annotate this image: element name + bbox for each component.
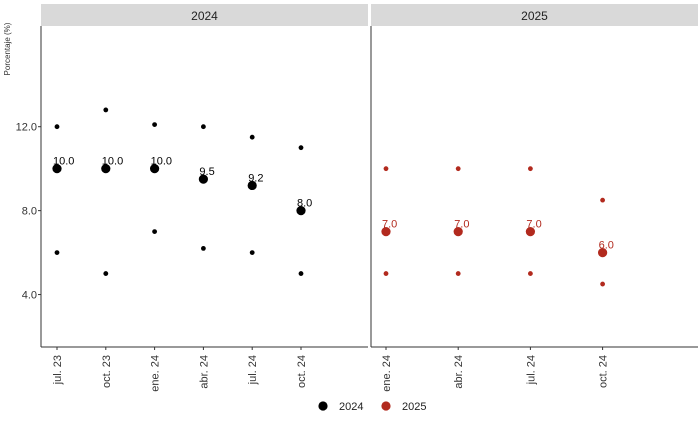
low-point: [383, 271, 389, 276]
low-point: [528, 271, 533, 276]
x-tick-label: oct. 23: [101, 355, 113, 388]
high-point: [298, 145, 304, 151]
data-label: 9.2: [248, 172, 263, 184]
data-label: 10.0: [151, 156, 172, 168]
data-label: 8.0: [297, 198, 312, 210]
low-point: [600, 281, 605, 287]
data-label: 7.0: [382, 219, 397, 231]
median-point: [247, 180, 257, 191]
median-point: [598, 247, 608, 258]
median-point: [453, 227, 463, 237]
legend-marker: [318, 401, 328, 411]
high-point: [528, 166, 533, 172]
y-tick-label: 4.0: [22, 290, 37, 302]
x-tick-label: abr. 24: [198, 355, 210, 389]
x-tick-label: oct. 24: [296, 355, 308, 388]
median-point: [52, 164, 62, 174]
low-point: [298, 271, 304, 276]
x-tick-label: jul. 23: [52, 355, 64, 385]
median-point: [101, 164, 111, 174]
low-point: [201, 245, 206, 251]
y-tick-label: 8.0: [22, 206, 37, 218]
legend-label: 2025: [402, 401, 426, 413]
high-point: [600, 197, 605, 203]
high-point: [54, 124, 60, 130]
x-tick-label: jul. 24: [247, 355, 259, 385]
low-point: [152, 229, 158, 235]
data-label: 10.0: [53, 156, 74, 168]
low-point: [455, 271, 461, 276]
facet-strip: [371, 4, 698, 26]
facet-strip-label: 2025: [521, 9, 548, 23]
y-tick-label: 12.0: [16, 122, 37, 134]
high-point: [383, 166, 389, 172]
y-axis-title: Porcentaje (%): [3, 22, 12, 75]
median-point: [381, 227, 391, 237]
x-tick-label: ene. 24: [150, 355, 162, 392]
low-point: [103, 271, 109, 276]
data-label: 7.0: [454, 219, 469, 231]
legend-label: 2024: [339, 401, 363, 413]
high-point: [201, 124, 206, 130]
high-point: [249, 134, 255, 140]
facet-strip-label: 2024: [191, 9, 218, 23]
high-point: [152, 122, 158, 128]
high-point: [103, 107, 109, 113]
data-label: 10.0: [102, 156, 123, 168]
high-point: [455, 166, 461, 172]
median-point: [150, 164, 160, 174]
data-label: 9.5: [199, 166, 214, 178]
x-tick-label: abr. 24: [453, 355, 465, 389]
low-point: [249, 250, 255, 255]
x-tick-label: oct. 24: [598, 355, 610, 388]
legend-marker: [381, 401, 391, 411]
median-point: [296, 206, 306, 216]
facet-strip: [41, 4, 368, 26]
median-point: [525, 227, 536, 237]
data-label: 6.0: [599, 240, 614, 252]
low-point: [54, 250, 60, 255]
x-tick-label: jul. 24: [525, 355, 537, 385]
median-point: [198, 174, 208, 184]
x-tick-label: ene. 24: [381, 355, 393, 392]
data-label: 7.0: [526, 219, 541, 231]
